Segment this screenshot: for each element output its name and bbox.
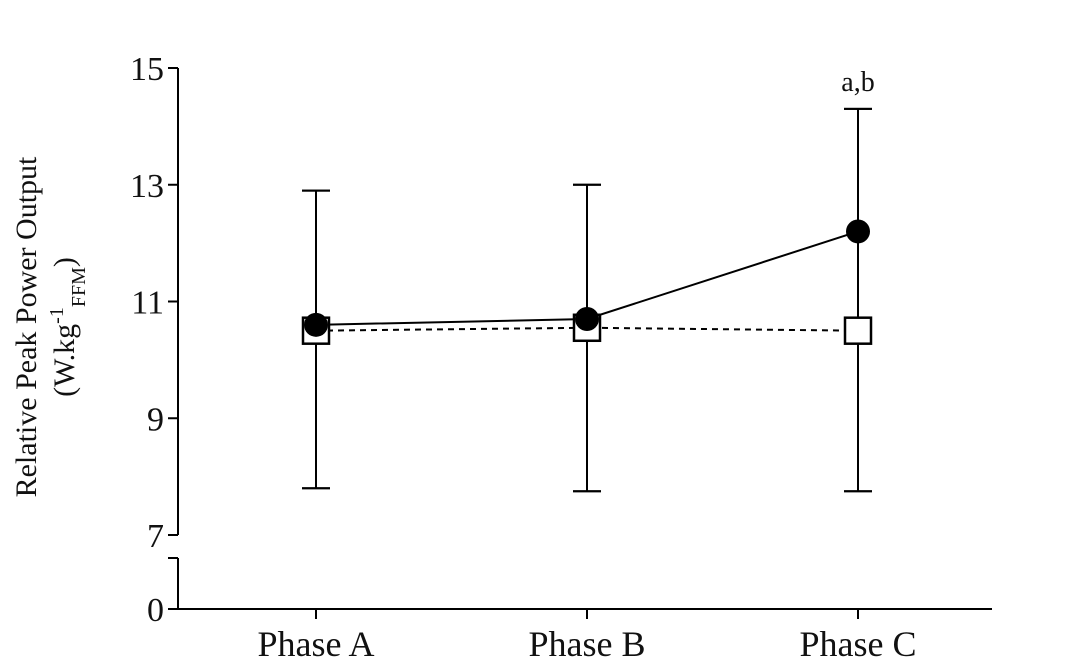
- y-tick-label-0: 0: [147, 592, 164, 629]
- y-tick-label-9: 9: [147, 401, 164, 438]
- marker-circle-s1-2: [575, 307, 599, 332]
- x-category-label-3: Phase C: [800, 624, 917, 664]
- annotation-1: a,b: [841, 67, 874, 98]
- annotations: a,b: [841, 67, 874, 98]
- marker-circle-s1-1: [304, 312, 328, 337]
- axes: 0 7 9 11 13 15 Phase A Phase B Phase C: [130, 51, 992, 664]
- y-tick-label-13: 13: [130, 168, 164, 205]
- x-category-label-1: Phase A: [258, 624, 375, 664]
- y-tick-label-11: 11: [131, 285, 164, 322]
- marker-circle-s1-3: [846, 219, 870, 244]
- y-tick-label-7: 7: [147, 518, 164, 555]
- error-bars: [302, 107, 872, 493]
- marker-square-s2-3: [843, 316, 873, 345]
- y-axis-label-line1: Relative Peak Power Output: [10, 156, 43, 497]
- y-axis-label-line2: (W.kg-1FFM): [46, 257, 90, 397]
- x-category-label-2: Phase B: [529, 624, 646, 664]
- series-markers: [301, 219, 873, 345]
- y-tick-label-15: 15: [130, 51, 164, 88]
- series-line-2: [315, 326, 859, 332]
- y-axis-label: Relative Peak Power Output (W.kg-1FFM): [10, 156, 90, 497]
